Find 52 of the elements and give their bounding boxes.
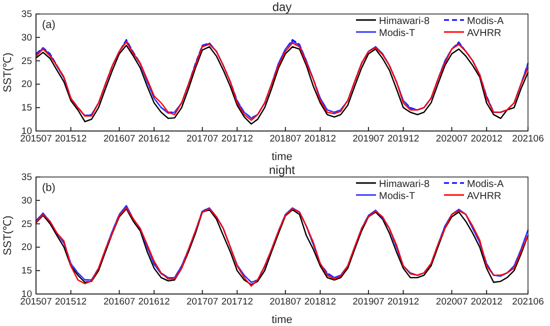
- x-axis-title: time: [272, 314, 292, 326]
- x-tick-label: 201807: [270, 134, 302, 145]
- x-tick-label: 201907: [352, 134, 384, 145]
- y-tick-label: 35: [21, 9, 32, 20]
- x-tick-label: 201507: [20, 134, 52, 145]
- x-tick-label: 201607: [103, 134, 136, 145]
- x-tick-label: 201707: [186, 296, 218, 308]
- x-tick-label: 201807: [270, 296, 302, 308]
- x-tick-label: 201512: [54, 296, 87, 308]
- x-tick-label: 201907: [352, 296, 384, 308]
- legend-label: Himawari-8: [379, 179, 430, 190]
- x-tick-label: 201712: [221, 296, 254, 308]
- x-tick-label: 201507: [20, 296, 52, 308]
- x-tick-label: 201707: [186, 134, 218, 145]
- legend-label: Modis-T: [379, 28, 416, 39]
- y-tick-label: 20: [21, 79, 32, 90]
- chart-title: day: [272, 0, 292, 14]
- y-tick-label: 35: [21, 172, 32, 184]
- x-tick-label: 201812: [304, 296, 336, 308]
- y-axis-title: SST(℃): [2, 52, 14, 92]
- x-tick-label: 201512: [54, 134, 87, 145]
- x-tick-label: 201612: [138, 134, 170, 145]
- y-tick-label: 25: [21, 56, 32, 67]
- y-tick-label: 15: [21, 266, 32, 277]
- annotation: (b): [42, 182, 56, 194]
- y-tick-label: 20: [21, 242, 32, 254]
- x-tick-label: 201912: [387, 134, 420, 145]
- x-tick-label: 202007: [436, 296, 468, 308]
- x-tick-label: 201612: [138, 296, 170, 308]
- chart-title: night: [268, 163, 296, 177]
- legend-label: AVHRR: [467, 28, 502, 39]
- x-tick-label: 201912: [387, 296, 420, 308]
- x-tick-label: 201607: [103, 296, 136, 308]
- legend-label: Modis-A: [467, 179, 504, 190]
- y-tick-label: 25: [21, 218, 32, 230]
- y-axis-title: SST(℃): [2, 216, 14, 256]
- legend-label: Modis-T: [379, 191, 416, 202]
- legend-label: Himawari-8: [379, 16, 430, 27]
- y-tick-label: 30: [21, 195, 32, 206]
- annotation: (a): [42, 19, 56, 31]
- x-tick-label: 202012: [470, 296, 502, 308]
- x-axis-title: time: [272, 151, 292, 163]
- y-tick-label: 30: [21, 32, 32, 44]
- x-tick-label: 202106: [512, 296, 544, 308]
- legend-label: Modis-A: [467, 16, 504, 27]
- x-tick-label: 201812: [304, 134, 336, 145]
- y-tick-label: 15: [21, 102, 32, 114]
- x-tick-label: 201712: [221, 134, 254, 145]
- x-tick-label: 202007: [436, 134, 468, 145]
- x-tick-label: 202106: [512, 134, 544, 145]
- x-tick-label: 202012: [470, 134, 502, 145]
- legend-label: AVHRR: [467, 191, 502, 202]
